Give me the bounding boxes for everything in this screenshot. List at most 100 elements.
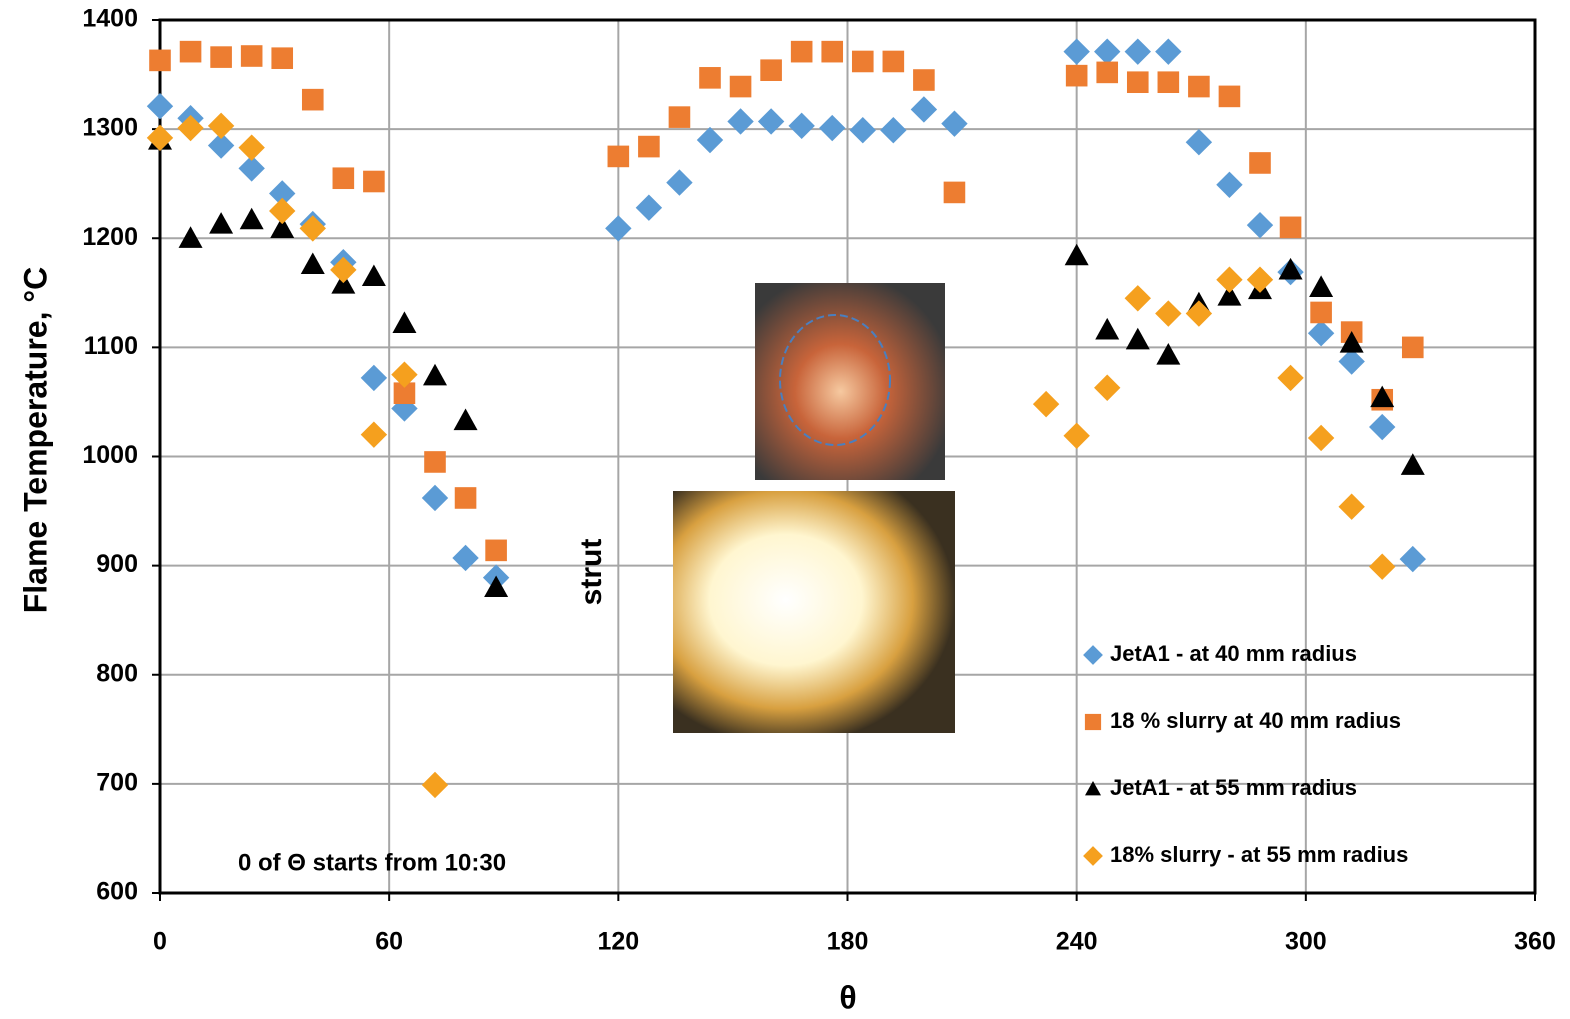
marker-triangle [1370, 385, 1395, 408]
marker-diamond [1094, 374, 1121, 401]
marker-diamond [1083, 645, 1103, 665]
marker-diamond [1246, 266, 1274, 293]
legend-label: JetA1 - at 55 mm radius [1110, 775, 1357, 800]
marker-square [729, 75, 752, 98]
marker-triangle [484, 575, 509, 598]
marker-diamond [1083, 846, 1103, 866]
marker-square [1157, 71, 1180, 94]
marker-diamond [880, 117, 907, 144]
legend-label: 18% slurry - at 55 mm radius [1110, 842, 1408, 867]
marker-diamond [360, 421, 388, 448]
marker-square [485, 539, 507, 562]
marker-diamond [1124, 38, 1151, 65]
marker-diamond [1246, 211, 1274, 239]
y-tick-label: 900 [96, 550, 138, 578]
marker-diamond [1185, 129, 1213, 156]
marker-diamond [1124, 285, 1151, 312]
marker-diamond [1216, 266, 1243, 293]
x-tick-label: 0 [153, 928, 167, 956]
marker-diamond [1155, 38, 1182, 65]
marker-square [240, 45, 263, 67]
marker-square [1096, 61, 1119, 84]
marker-triangle [270, 216, 295, 239]
marker-diamond [849, 117, 876, 144]
marker-square [1401, 336, 1424, 359]
marker-square [301, 88, 324, 111]
marker-triangle [1339, 331, 1364, 353]
photo-overlay [779, 314, 891, 446]
marker-square [821, 40, 844, 63]
marker-square [149, 49, 171, 72]
marker-diamond [635, 194, 663, 221]
marker-triangle [1217, 284, 1242, 306]
y-tick-label: 700 [96, 768, 138, 796]
marker-square [790, 40, 813, 63]
marker-diamond [819, 114, 846, 142]
legend-label: 18 % slurry at 40 mm radius [1110, 708, 1401, 733]
marker-diamond [391, 361, 418, 388]
marker-square [913, 69, 935, 91]
y-tick-label: 1100 [84, 332, 138, 360]
marker-triangle [453, 408, 478, 431]
marker-square [1218, 85, 1241, 108]
marker-triangle [1156, 343, 1181, 365]
marker-triangle [423, 363, 447, 386]
marker-diamond [238, 155, 265, 182]
marker-square [393, 382, 416, 405]
marker-square [271, 47, 294, 69]
marker-diamond [177, 114, 204, 142]
marker-diamond [330, 256, 357, 284]
y-axis-title: Flame Temperature, °C [17, 267, 53, 614]
marker-diamond [360, 364, 388, 392]
y-tick-label: 600 [96, 878, 138, 906]
x-tick-label: 120 [597, 928, 639, 956]
annotation: 0 of Θ starts from 10:30 [238, 849, 506, 876]
marker-square [1126, 71, 1149, 94]
marker-diamond [146, 93, 174, 120]
marker-diamond [666, 169, 693, 196]
marker-diamond [299, 215, 326, 242]
marker-triangle [392, 311, 417, 333]
marker-triangle [209, 212, 234, 234]
marker-diamond [421, 771, 449, 799]
marker-diamond [1369, 553, 1396, 580]
marker-square [1188, 75, 1210, 98]
marker-triangle [178, 226, 203, 248]
marker-triangle [239, 207, 264, 230]
marker-square [1084, 713, 1102, 731]
marker-square [424, 451, 446, 473]
marker-diamond [421, 484, 449, 512]
marker-diamond [605, 215, 632, 242]
marker-square [332, 167, 355, 190]
marker-diamond [207, 132, 235, 159]
marker-diamond [1094, 38, 1121, 65]
marker-triangle [1095, 317, 1120, 340]
marker-square [668, 106, 691, 128]
marker-square [454, 487, 477, 509]
marker-square [607, 145, 630, 168]
marker-diamond [1063, 38, 1090, 65]
marker-triangle [361, 264, 386, 287]
marker-square [210, 46, 232, 68]
marker-square [1065, 64, 1088, 87]
y-tick-label: 1300 [82, 114, 138, 142]
marker-square [1310, 301, 1332, 324]
series [146, 112, 1396, 799]
marker-diamond [757, 108, 785, 135]
marker-diamond [910, 96, 938, 123]
marker-diamond [1063, 422, 1090, 449]
marker-diamond [1307, 424, 1335, 452]
marker-square [851, 50, 874, 73]
x-tick-label: 360 [1514, 928, 1556, 956]
x-tick-label: 180 [827, 928, 869, 956]
marker-square [1249, 152, 1271, 174]
marker-diamond [788, 112, 815, 140]
marker-diamond [1307, 319, 1335, 347]
marker-diamond [1185, 300, 1213, 327]
marker-square [363, 170, 385, 193]
marker-diamond [696, 126, 724, 154]
marker-diamond [1338, 348, 1365, 375]
marker-triangle [1064, 243, 1089, 266]
marker-diamond [941, 110, 968, 137]
